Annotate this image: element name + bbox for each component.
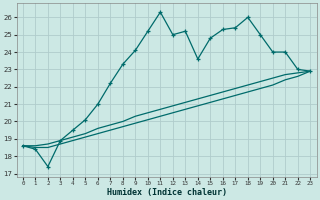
X-axis label: Humidex (Indice chaleur): Humidex (Indice chaleur)	[107, 188, 227, 197]
